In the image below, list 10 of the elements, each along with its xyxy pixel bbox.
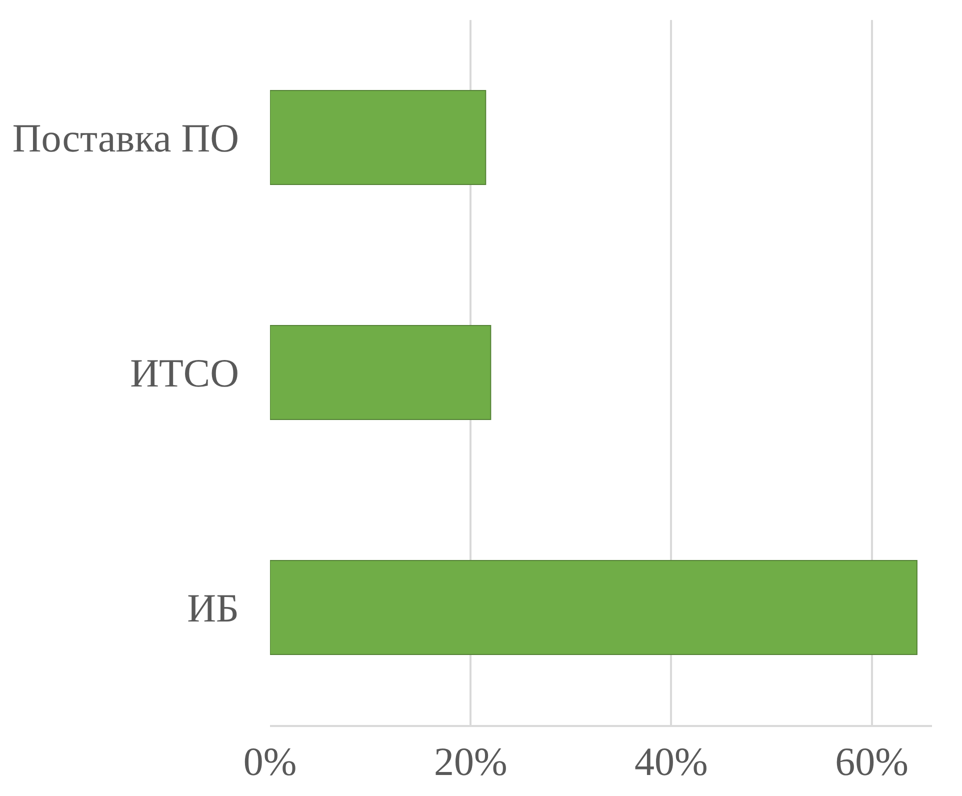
bar [270,90,486,185]
bar [270,325,492,420]
y-tick-label: Поставка ПО [12,116,239,160]
bar [270,560,918,655]
y-tick-label: ИТСО [130,350,239,396]
x-tick-label: 40% [634,739,708,784]
x-tick-label: 0% [243,739,297,784]
y-tick-label: ИБ [187,586,239,630]
x-tick-label: 60% [835,739,908,784]
x-tick-label: 20% [434,739,508,784]
